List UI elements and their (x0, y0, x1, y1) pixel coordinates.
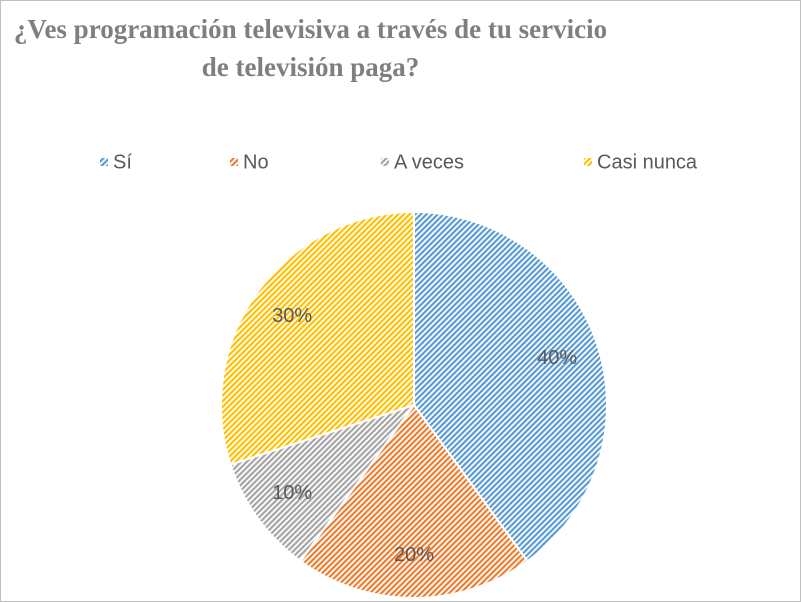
pie-slice (299, 403, 529, 599)
pie-slice (220, 210, 415, 466)
data-label: 10% (272, 482, 312, 504)
legend-label: Sí (113, 151, 132, 173)
pie-slice (413, 210, 608, 563)
legend-marker (230, 158, 238, 166)
data-label: 30% (272, 305, 312, 327)
legend-label: No (243, 151, 269, 173)
legend-marker (584, 158, 592, 166)
chart-title: ¿Ves programación televisiva a través de… (13, 14, 608, 82)
legend-marker (100, 158, 108, 166)
data-label: 40% (537, 347, 577, 369)
legend-label: Casi nunca (597, 151, 698, 173)
pie-slice (229, 403, 417, 563)
legend-marker (381, 158, 389, 166)
data-label: 20% (394, 544, 434, 566)
legend-label: A veces (394, 151, 464, 173)
